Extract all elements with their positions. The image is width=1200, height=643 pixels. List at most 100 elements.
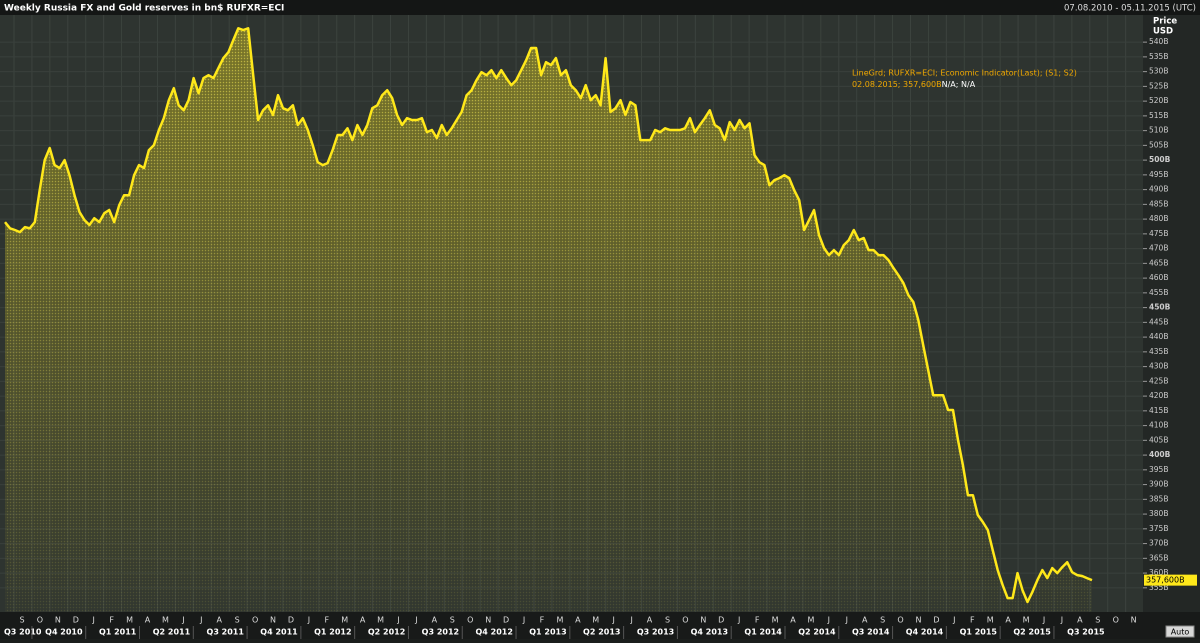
x-tick-label: J — [827, 616, 830, 625]
y-tick-label: 480B — [1149, 214, 1168, 223]
date-range: 07.08.2010 - 05.11.2015 (UTC) — [1064, 4, 1196, 14]
y-tick-label: 410B — [1149, 421, 1168, 430]
x-tick-label: O — [37, 616, 43, 625]
x-tick-label: A — [145, 616, 151, 625]
annotation: LineGrd; RUFXR=ECI; Economic Indicator(L… — [852, 69, 1077, 78]
y-tick-label: 430B — [1149, 362, 1168, 371]
quarter-label: Q4 2014 — [906, 628, 944, 637]
x-tick-label: J — [396, 616, 399, 625]
x-tick-label: N — [916, 616, 922, 625]
y-tick-label: 505B — [1149, 140, 1168, 149]
x-tick-label: S — [1095, 616, 1100, 625]
quarter-label: Q2 2012 — [368, 628, 405, 637]
quarter-label: Q4 2011 — [260, 628, 298, 637]
y-tick-label: 360B — [1149, 568, 1168, 577]
quarter-label: Q4 2012 — [475, 628, 512, 637]
y-tick-label: 450B — [1149, 303, 1171, 312]
y-tick-label: 470B — [1149, 244, 1168, 253]
annotation-value: 02.08.2015; 357,600B — [852, 80, 942, 89]
x-tick-label: A — [790, 616, 796, 625]
x-tick-label: N — [485, 616, 491, 625]
y-tick-label: 535B — [1149, 52, 1168, 61]
y-tick-label: 435B — [1149, 347, 1168, 356]
y-tick-label: 385B — [1149, 494, 1168, 503]
x-tick-label: O — [682, 616, 688, 625]
y-tick-label: 455B — [1149, 288, 1168, 297]
x-tick-label: S — [450, 616, 455, 625]
x-tick-label: S — [19, 616, 24, 625]
x-tick-label: A — [647, 616, 653, 625]
quarter-label: Q1 2015 — [960, 628, 998, 637]
x-tick-label: J — [612, 616, 615, 625]
x-tick-label: J — [1042, 616, 1045, 625]
quarter-label: Q3 2012 — [422, 628, 459, 637]
y-tick-label: 395B — [1149, 465, 1168, 474]
x-tick-label: O — [467, 616, 473, 625]
x-tick-label: F — [755, 616, 760, 625]
quarter-label: Q3 2010 — [4, 628, 42, 637]
x-tick-label: A — [360, 616, 366, 625]
chart-title: Weekly Russia FX and Gold reserves in bn… — [4, 4, 284, 14]
x-tick-label: D — [288, 616, 294, 625]
x-tick-label: M — [772, 616, 779, 625]
x-tick-label: A — [1005, 616, 1011, 625]
y-tick-label: 540B — [1149, 37, 1168, 46]
x-tick-label: J — [952, 616, 955, 625]
quarter-label: Q2 2011 — [153, 628, 191, 637]
axis-title: Price — [1153, 17, 1177, 27]
x-tick-label: F — [109, 616, 114, 625]
quarter-label: Q2 2015 — [1013, 628, 1051, 637]
last-value-label: 357,600B — [1146, 576, 1185, 585]
annotation-extra: N/A; N/A — [942, 80, 976, 89]
auto-button[interactable] — [1165, 625, 1195, 638]
y-tick-label: 520B — [1149, 96, 1168, 105]
y-tick-label: 390B — [1149, 480, 1168, 489]
last-value-box — [1144, 574, 1197, 586]
x-tick-label: A — [432, 616, 438, 625]
x-tick-label: J — [199, 616, 202, 625]
auto-button-label[interactable]: Auto — [1171, 628, 1190, 637]
quarter-label: Q2 2013 — [583, 628, 620, 637]
y-tick-label: 445B — [1149, 317, 1168, 326]
x-tick-label: S — [665, 616, 670, 625]
y-tick-label: 420B — [1149, 391, 1168, 400]
quarter-label: Q3 2015 — [1067, 628, 1105, 637]
x-tick-label: J — [629, 616, 632, 625]
y-tick-label: 525B — [1149, 81, 1168, 90]
quarter-label: Q2 2014 — [798, 628, 836, 637]
y-tick-label: 460B — [1149, 273, 1168, 282]
quarter-label: Q3 2013 — [637, 628, 674, 637]
quarter-label: Q4 2010 — [45, 628, 83, 637]
x-tick-label: J — [1060, 616, 1063, 625]
axis-panel — [1143, 15, 1200, 612]
x-tick-label: S — [880, 616, 885, 625]
x-tick-label: A — [862, 616, 868, 625]
y-tick-label: 440B — [1149, 332, 1168, 341]
x-tick-label: M — [592, 616, 599, 625]
y-tick-label: 530B — [1149, 67, 1168, 76]
x-tick-label: S — [235, 616, 240, 625]
quarter-label: Q4 2013 — [691, 628, 728, 637]
y-tick-label: 465B — [1149, 258, 1168, 267]
x-tick-label: A — [216, 616, 222, 625]
y-tick-label: 400B — [1149, 450, 1171, 459]
x-tick-label: M — [1023, 616, 1030, 625]
x-tick-label: M — [162, 616, 169, 625]
axis-unit: USD — [1153, 27, 1173, 37]
x-tick-label: J — [737, 616, 740, 625]
area-dots — [5, 28, 1092, 613]
x-tick-label: D — [73, 616, 79, 625]
y-tick-label: 415B — [1149, 406, 1168, 415]
quarter-label: Q1 2013 — [529, 628, 566, 637]
x-tick-label: M — [987, 616, 994, 625]
x-tick-label: F — [970, 616, 975, 625]
annotation: 02.08.2015; 357,600BN/A; N/A — [852, 80, 976, 89]
title-bar — [0, 0, 1200, 15]
x-tick-label: J — [522, 616, 525, 625]
x-tick-label: M — [807, 616, 814, 625]
x-tick-label: J — [414, 616, 417, 625]
x-tick-label: J — [307, 616, 310, 625]
y-tick-label: 355B — [1149, 583, 1168, 592]
y-tick-label: 500B — [1149, 155, 1171, 164]
